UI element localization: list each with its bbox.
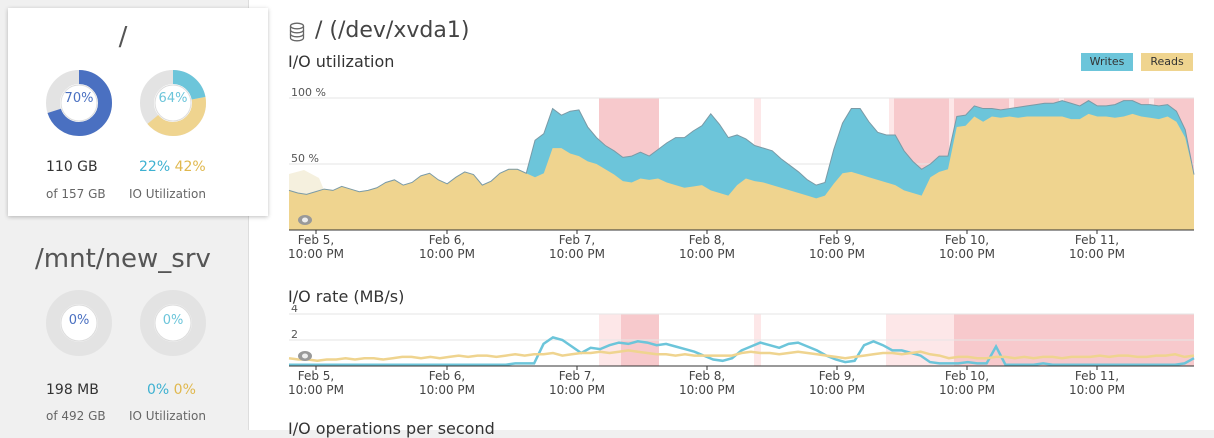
writes-line <box>289 336 1195 366</box>
x-tick-label-time: 10:00 PM <box>809 383 865 397</box>
x-tick-label-time: 10:00 PM <box>549 247 605 261</box>
page-title: / (/dev/xvda1) <box>315 18 470 43</box>
x-tick-label-date: Feb 8, <box>689 369 726 383</box>
disk-sidebar: / 70% 64% 110 GB of 157 GB 22% 42% IO Ut… <box>0 0 268 430</box>
disk-usage-label: 70% <box>64 91 94 106</box>
reads-area <box>289 113 1194 230</box>
io-ops-title: I/O operations per second <box>288 419 495 438</box>
x-tick-label-date: Feb 5, <box>298 233 335 247</box>
disk-title: /mnt/new_srv <box>35 244 211 274</box>
disk-usage-donut <box>46 70 112 136</box>
x-tick-label-date: Feb 8, <box>689 233 726 247</box>
reads-line <box>288 349 1195 363</box>
total-line <box>288 100 1195 195</box>
x-tick-label-date: Feb 5, <box>298 369 335 383</box>
total-space: of 492 GB <box>46 409 106 423</box>
disk-card-new-srv[interactable]: /mnt/new_srv 0% 0% 198 MB of 492 GB 0% 0… <box>8 224 268 432</box>
x-tick-label-date: Feb 9, <box>819 369 856 383</box>
legend-writes[interactable]: Writes <box>1081 53 1133 71</box>
y-tick-label: 50 % <box>291 152 319 165</box>
used-space: 110 GB <box>46 159 98 175</box>
disk-detail-panel: / (/dev/xvda1) I/O utilization Writes Re… <box>248 0 1214 438</box>
x-tick-label-date: Feb 10, <box>945 369 989 383</box>
x-tick-label-date: Feb 6, <box>429 233 466 247</box>
io-reads-percent: 42% <box>174 159 206 175</box>
x-tick-label-time: 10:00 PM <box>939 247 995 261</box>
disk-usage-donut <box>46 290 112 356</box>
io-utilization-donut <box>140 70 206 136</box>
io-writes-percent: 0% <box>147 382 170 398</box>
x-tick-label-date: Feb 7, <box>559 369 596 383</box>
x-tick-label-time: 10:00 PM <box>939 383 995 397</box>
y-tick-label: 100 % <box>291 86 326 99</box>
io-utilization-label: 64% <box>158 91 188 106</box>
x-tick-label-date: Feb 9, <box>819 233 856 247</box>
io-utilization-donut <box>140 290 206 356</box>
x-tick-label-time: 10:00 PM <box>419 247 475 261</box>
y-tick-label: 2 <box>291 328 298 341</box>
x-tick-label-date: Feb 6, <box>429 369 466 383</box>
io-writes-percent: 22% <box>139 159 171 175</box>
io-utilization-caption: IO Utilization <box>129 187 206 201</box>
x-tick-label-time: 10:00 PM <box>809 247 865 261</box>
disk-title: / <box>118 22 128 52</box>
x-tick-label-time: 10:00 PM <box>549 383 605 397</box>
total-space: of 157 GB <box>46 187 106 201</box>
x-tick-label-time: 10:00 PM <box>419 383 475 397</box>
database-icon <box>289 22 305 42</box>
x-tick-label-date: Feb 11, <box>1075 233 1119 247</box>
disk-usage-label: 0% <box>68 313 90 328</box>
io-utilization-label: 0% <box>162 313 184 328</box>
x-tick-label-time: 10:00 PM <box>1069 247 1125 261</box>
legend-reads[interactable]: Reads <box>1141 53 1193 71</box>
io-reads-percent: 0% <box>173 382 196 398</box>
x-tick-label-date: Feb 10, <box>945 233 989 247</box>
y-tick-label: 4 <box>291 305 298 315</box>
io-rate-title: I/O rate (MB/s) <box>288 287 405 306</box>
io-utilization-caption: IO Utilization <box>129 409 206 423</box>
io-utilization-title: I/O utilization <box>288 52 395 71</box>
zoom-handle-center <box>302 353 308 359</box>
x-tick-label-date: Feb 7, <box>559 233 596 247</box>
x-tick-label-time: 10:00 PM <box>679 247 735 261</box>
used-space: 198 MB <box>46 382 99 398</box>
x-tick-label-time: 10:00 PM <box>288 247 344 261</box>
x-tick-label-time: 10:00 PM <box>288 383 344 397</box>
x-tick-label-date: Feb 11, <box>1075 369 1119 383</box>
zoom-handle-center <box>302 217 308 223</box>
disk-card-root[interactable]: / 70% 64% 110 GB of 157 GB 22% 42% IO Ut… <box>8 8 268 216</box>
x-tick-label-time: 10:00 PM <box>1069 383 1125 397</box>
x-tick-label-time: 10:00 PM <box>679 383 735 397</box>
